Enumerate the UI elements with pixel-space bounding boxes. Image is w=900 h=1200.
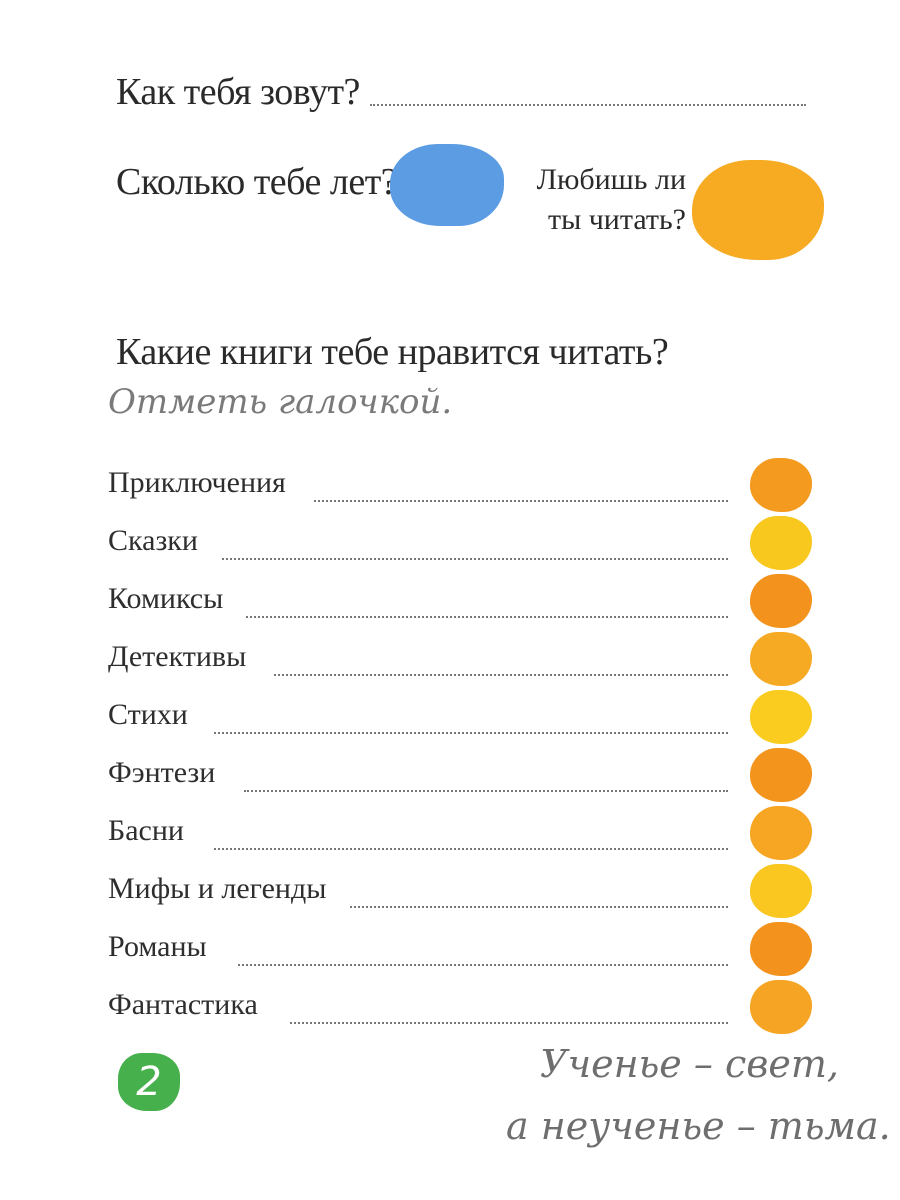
book-row-dotted-line <box>350 906 728 908</box>
reading-answer-blob[interactable] <box>692 160 824 260</box>
reading-question-line-2: ты читать? <box>547 203 686 236</box>
book-row-checkbox[interactable] <box>750 458 812 512</box>
book-row[interactable]: Приключения <box>0 458 900 516</box>
book-row[interactable]: Басни <box>0 806 900 864</box>
age-answer-blob[interactable] <box>390 144 504 226</box>
age-question: Сколько тебе лет? <box>116 161 398 203</box>
name-answer-line[interactable] <box>370 104 806 106</box>
name-question: Как тебя зовут? <box>116 71 360 113</box>
book-row[interactable]: Мифы и легенды <box>0 864 900 922</box>
book-row-checkbox[interactable] <box>750 748 812 802</box>
reading-question: Любишь ли ты читать? <box>536 160 686 240</box>
page-number-badge: 2 <box>118 1053 180 1111</box>
book-row-label: Фантастика <box>108 988 258 1021</box>
book-row-dotted-line <box>222 558 728 560</box>
book-row-checkbox[interactable] <box>750 980 812 1034</box>
book-row[interactable]: Сказки <box>0 516 900 574</box>
book-row-label: Приключения <box>108 466 286 499</box>
book-row-label: Басни <box>108 814 184 847</box>
proverb-line-2: а неученье – тьма. <box>506 1104 891 1148</box>
book-row-checkbox[interactable] <box>750 632 812 686</box>
book-row[interactable]: Романы <box>0 922 900 980</box>
books-question: Какие книги тебе нравится читать? <box>116 331 669 373</box>
book-row[interactable]: Фантастика <box>0 980 900 1038</box>
book-row-dotted-line <box>290 1022 728 1024</box>
book-row[interactable]: Комиксы <box>0 574 900 632</box>
book-row-dotted-line <box>214 848 728 850</box>
book-row-label: Сказки <box>108 524 198 557</box>
reading-question-line-1: Любишь ли <box>536 163 686 196</box>
book-row-checkbox[interactable] <box>750 922 812 976</box>
book-row-label: Романы <box>108 930 207 963</box>
book-row-dotted-line <box>246 616 728 618</box>
book-row[interactable]: Фэнтези <box>0 748 900 806</box>
book-row-label: Стихи <box>108 698 188 731</box>
book-row-label: Детективы <box>108 640 247 673</box>
book-row-dotted-line <box>244 790 728 792</box>
book-row-checkbox[interactable] <box>750 690 812 744</box>
book-row[interactable]: Стихи <box>0 690 900 748</box>
book-row-dotted-line <box>238 964 728 966</box>
book-row-checkbox[interactable] <box>750 806 812 860</box>
book-row-dotted-line <box>214 732 728 734</box>
book-row-checkbox[interactable] <box>750 516 812 570</box>
book-row-dotted-line <box>314 500 728 502</box>
book-row-label: Мифы и легенды <box>108 872 327 905</box>
book-row-checkbox[interactable] <box>750 574 812 628</box>
book-row-checkbox[interactable] <box>750 864 812 918</box>
book-row-label: Фэнтези <box>108 756 216 789</box>
book-row[interactable]: Детективы <box>0 632 900 690</box>
book-row-label: Комиксы <box>108 582 224 615</box>
proverb-line-1: Ученье – свет, <box>540 1042 839 1086</box>
book-row-dotted-line <box>274 674 728 676</box>
books-instruction: Отметь галочкой. <box>108 382 453 422</box>
